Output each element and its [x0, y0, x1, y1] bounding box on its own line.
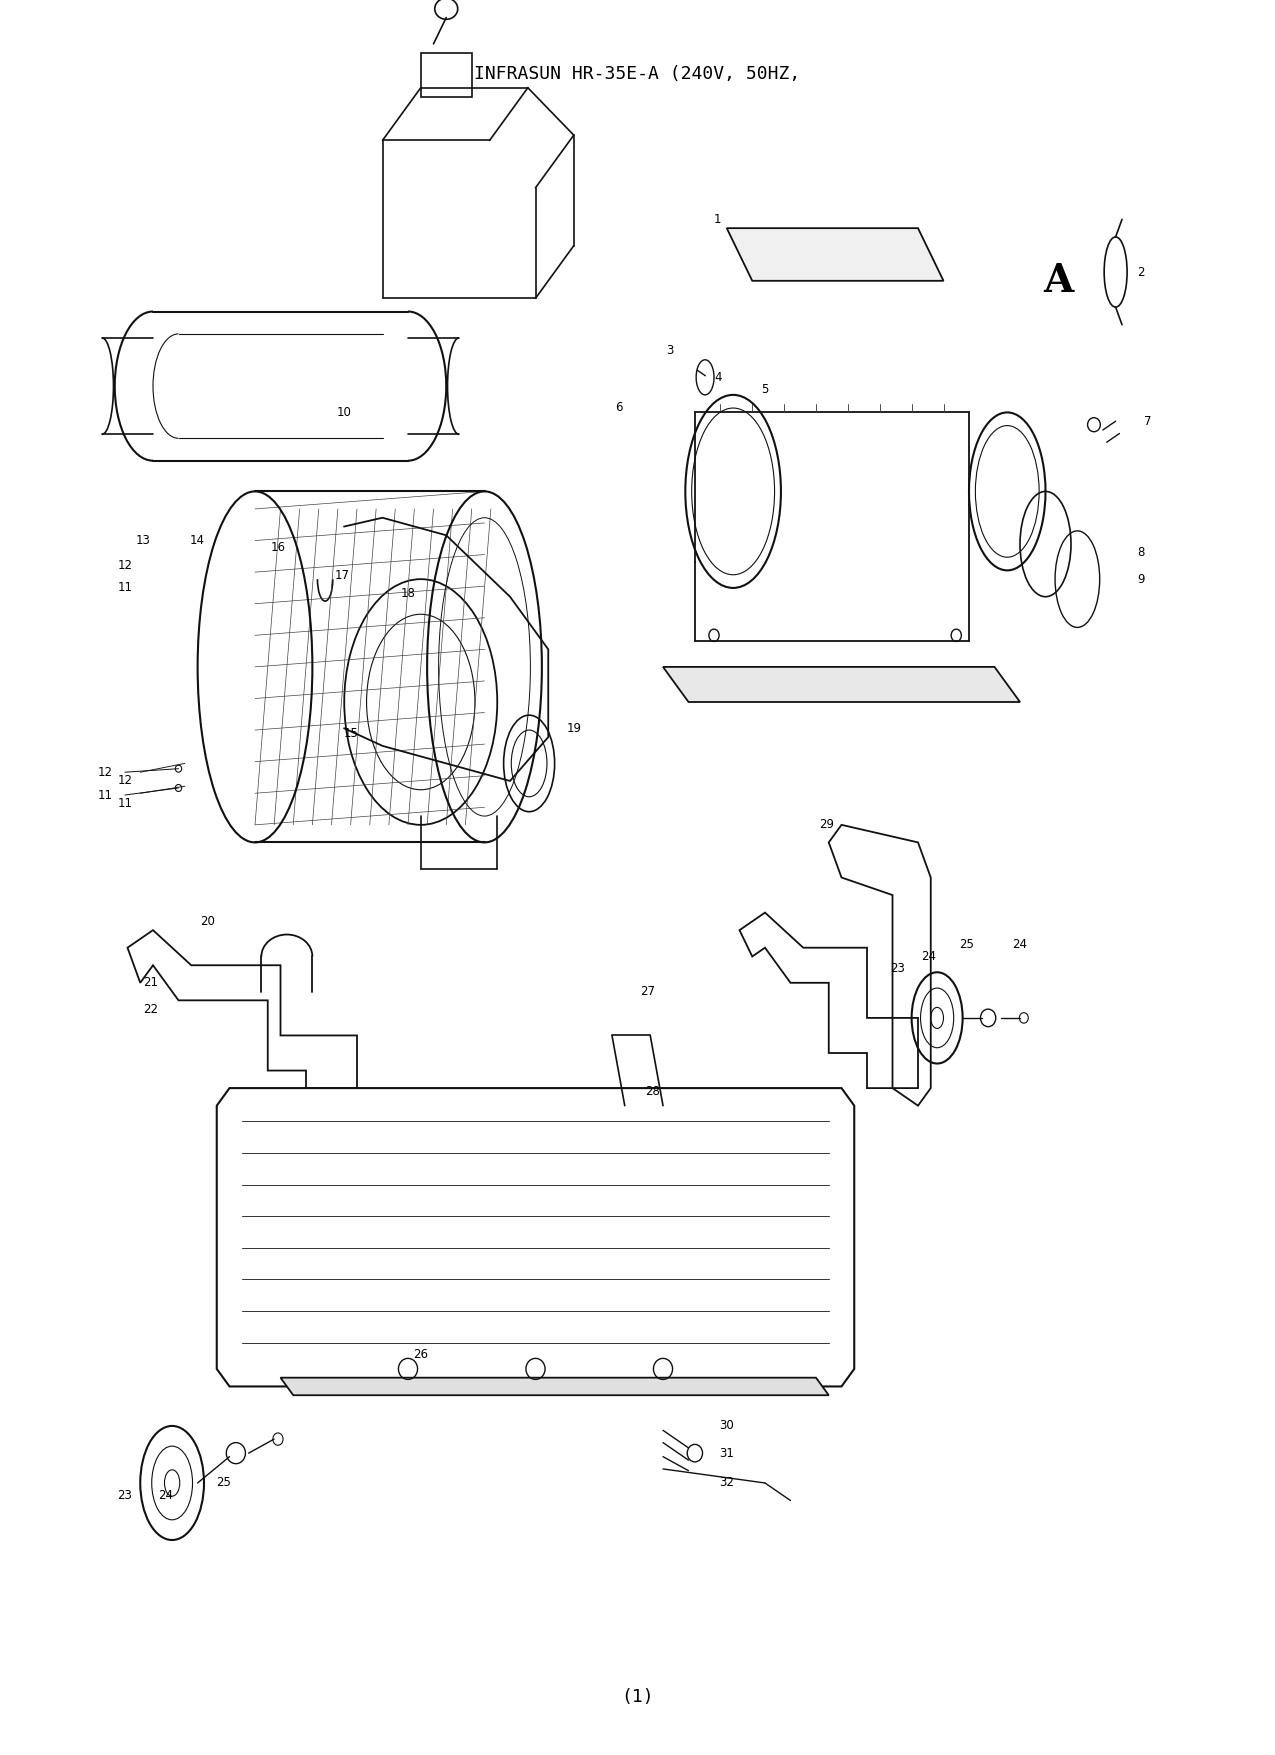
Text: 8: 8	[1137, 546, 1145, 560]
Text: 5: 5	[761, 383, 769, 397]
Text: 13: 13	[135, 534, 150, 548]
Text: 24: 24	[158, 1488, 173, 1502]
Text: 20: 20	[200, 914, 215, 928]
Text: 23: 23	[117, 1488, 133, 1502]
Text: 3: 3	[666, 344, 673, 358]
Text: 12: 12	[97, 765, 112, 779]
Text: 15: 15	[343, 727, 358, 741]
Text: 24: 24	[1012, 937, 1028, 951]
Text: 4: 4	[714, 370, 722, 384]
Text: 27: 27	[640, 985, 655, 999]
Text: 9: 9	[1137, 572, 1145, 586]
Text: 1: 1	[714, 212, 722, 226]
Text: 29: 29	[819, 818, 834, 832]
Text: 25: 25	[959, 937, 974, 951]
Text: 12: 12	[117, 558, 133, 572]
Text: INFRASUN HR-35E-A (240V, 50HZ,: INFRASUN HR-35E-A (240V, 50HZ,	[474, 65, 801, 82]
Text: 10: 10	[337, 405, 352, 419]
Polygon shape	[663, 667, 1020, 702]
Text: 26: 26	[413, 1348, 428, 1362]
Text: 17: 17	[334, 569, 349, 583]
Text: 11: 11	[117, 797, 133, 811]
Text: 11: 11	[97, 788, 112, 802]
Text: 2: 2	[1137, 265, 1145, 279]
Text: 14: 14	[190, 534, 205, 548]
Polygon shape	[727, 228, 944, 281]
Text: 30: 30	[719, 1418, 734, 1432]
Text: A: A	[1043, 261, 1074, 300]
Text: 32: 32	[719, 1476, 734, 1490]
Text: 16: 16	[270, 541, 286, 555]
Text: 31: 31	[719, 1446, 734, 1460]
Text: 23: 23	[890, 962, 905, 976]
Text: 22: 22	[143, 1002, 158, 1016]
Text: 18: 18	[400, 586, 416, 600]
Text: 12: 12	[117, 774, 133, 788]
Text: 24: 24	[921, 949, 936, 963]
Text: (1): (1)	[621, 1688, 654, 1706]
Text: 7: 7	[1144, 414, 1151, 428]
Text: 28: 28	[645, 1085, 660, 1099]
Text: 6: 6	[615, 400, 622, 414]
Text: 21: 21	[143, 976, 158, 990]
Text: 11: 11	[117, 581, 133, 595]
Text: 19: 19	[566, 721, 581, 735]
Polygon shape	[280, 1378, 829, 1395]
Bar	[421, 53, 472, 97]
Text: 25: 25	[215, 1476, 231, 1490]
